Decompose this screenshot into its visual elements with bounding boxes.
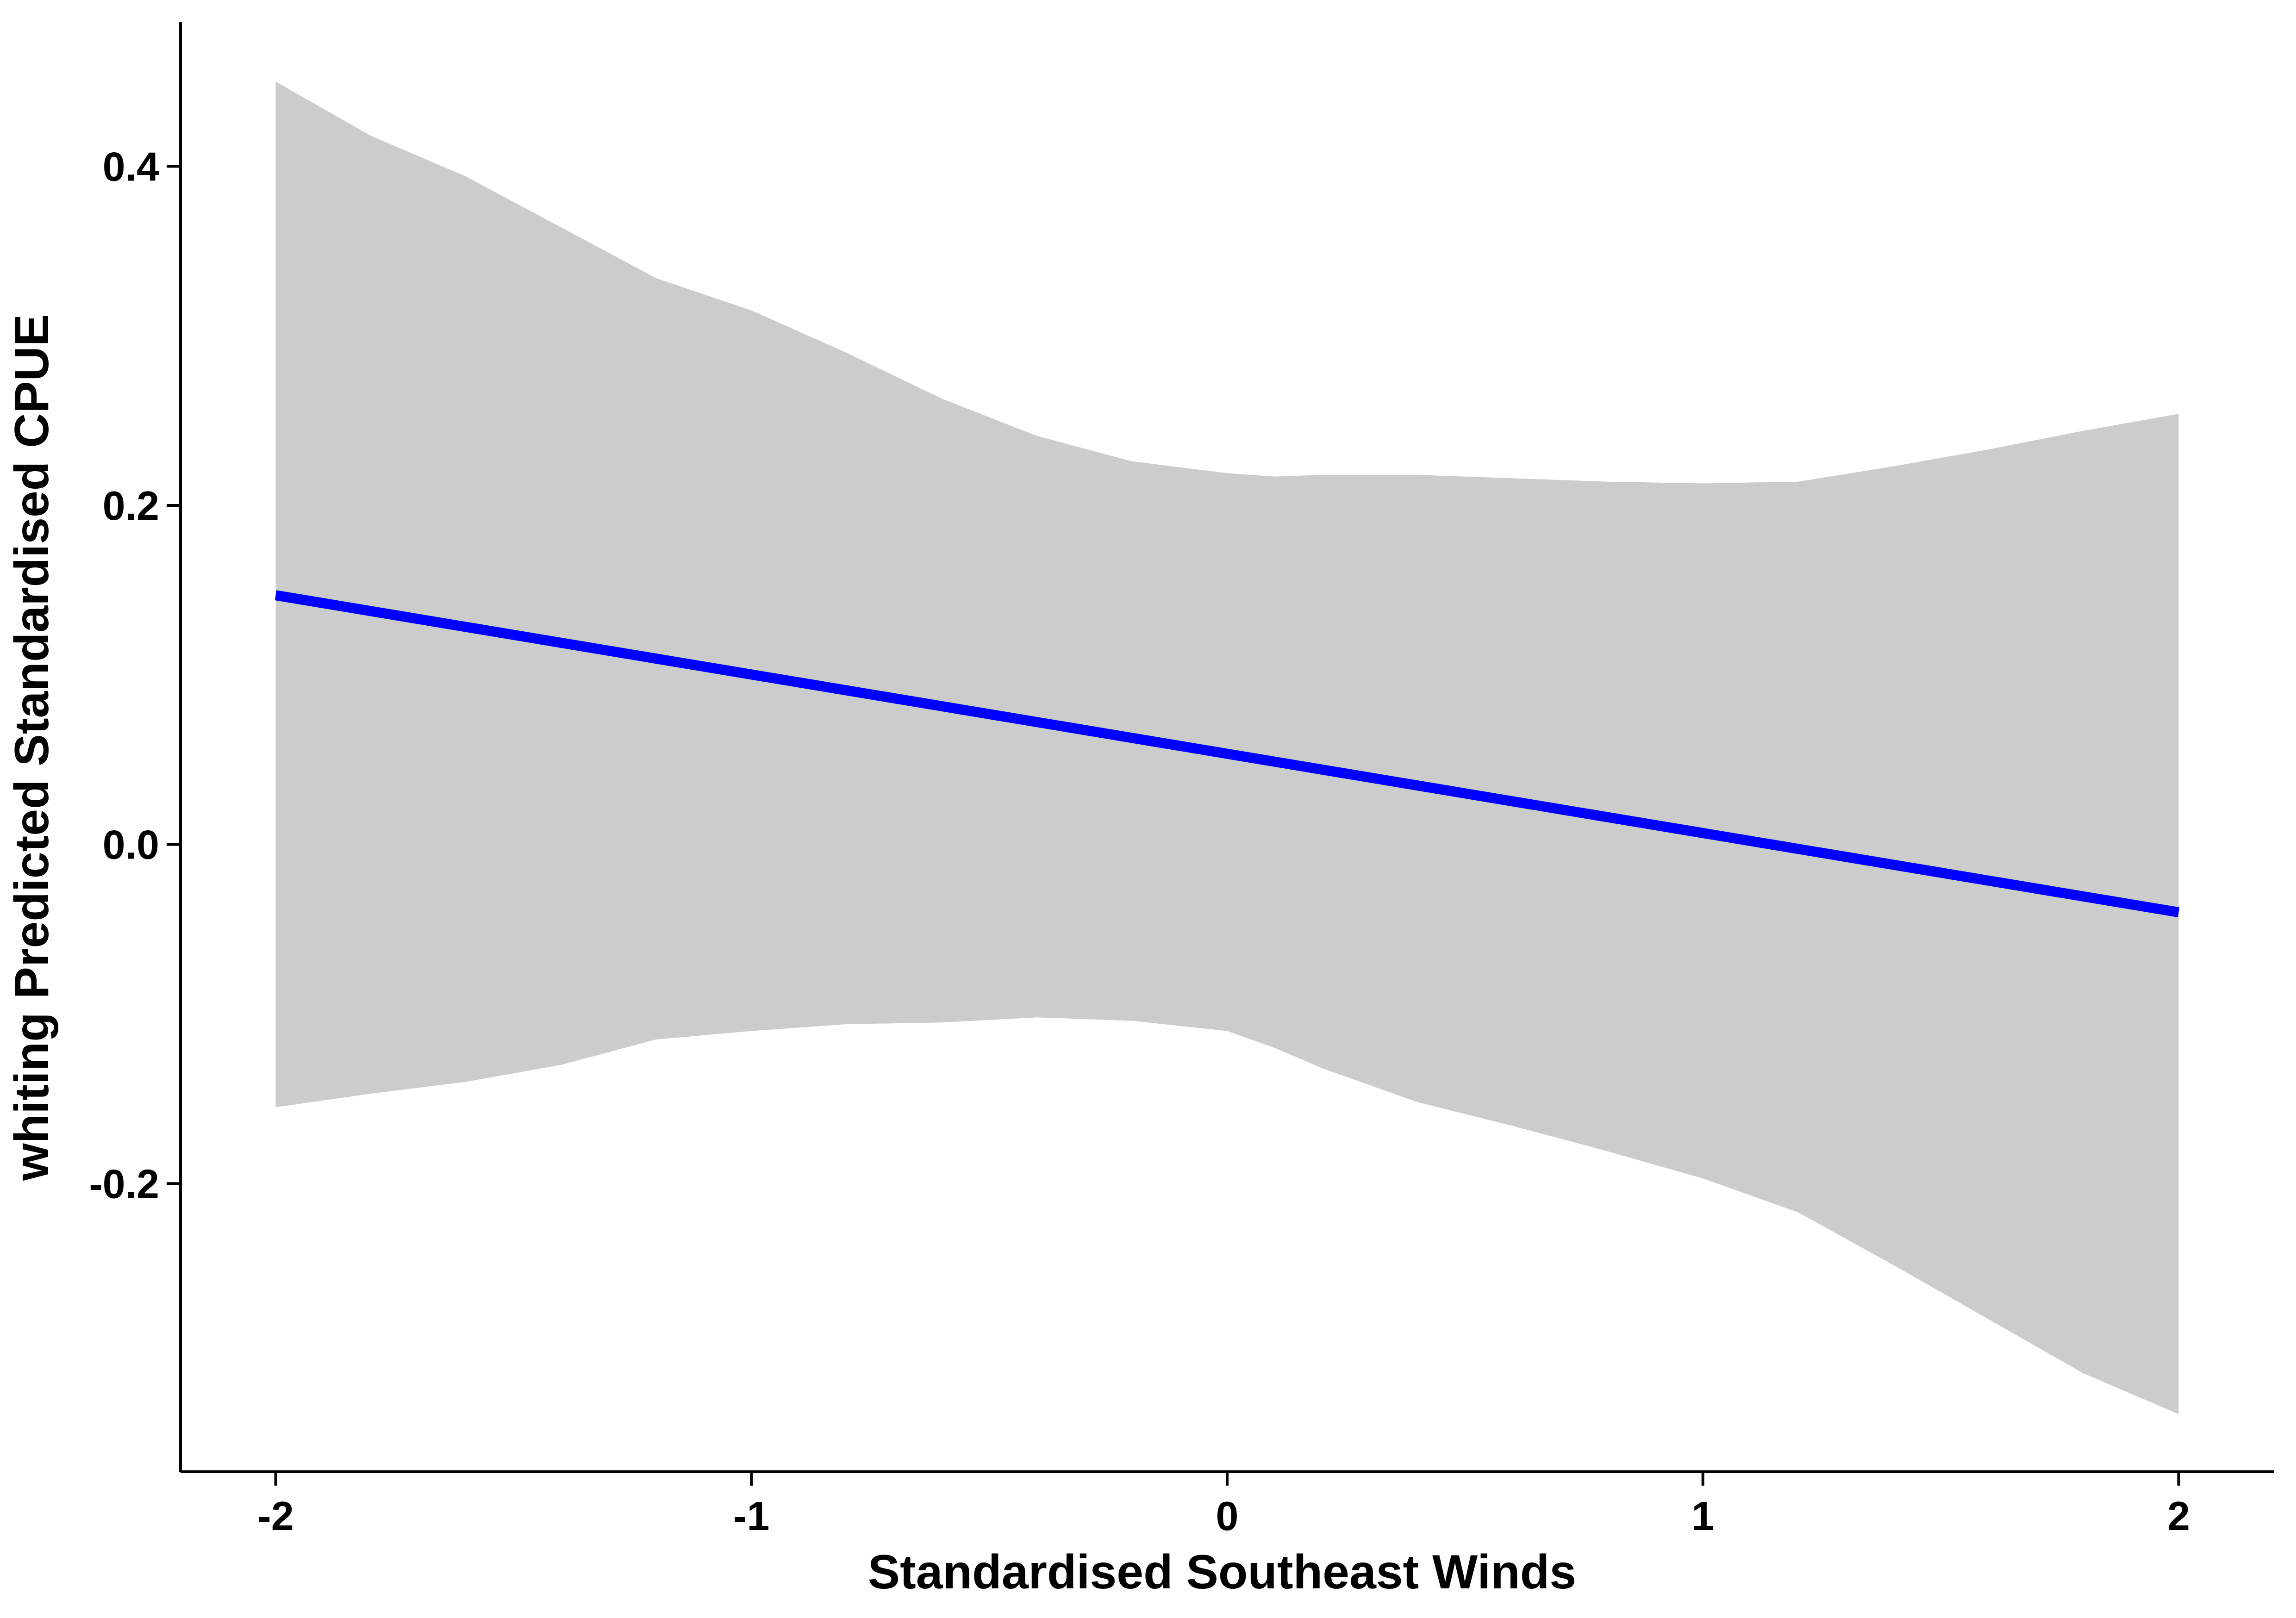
axes: -2 -1 0 1 2 -0.2 0.0 0.2 0.4 [89,22,2274,1539]
y-tick-label: 0.2 [103,483,159,529]
y-tick-label: 0.4 [103,143,159,189]
y-axis-title: whiting Predicted Standardised CPUE [5,314,59,1181]
series-layer [275,590,2180,918]
y-tick-label: 0.0 [103,822,159,868]
x-tick-label: -1 [733,1493,769,1539]
y-tick-label: -0.2 [89,1161,159,1207]
confidence-band-layer [275,81,2179,1414]
x-tick-label: 0 [1216,1493,1239,1539]
x-tick-label: 2 [2167,1493,2190,1539]
x-tick-label: -2 [257,1493,293,1539]
x-tick-label: 1 [1691,1493,1714,1539]
x-axis-title: Standardised Southeast Winds [868,1545,1576,1599]
fitted-line [275,590,2180,918]
confidence-band [275,81,2179,1414]
